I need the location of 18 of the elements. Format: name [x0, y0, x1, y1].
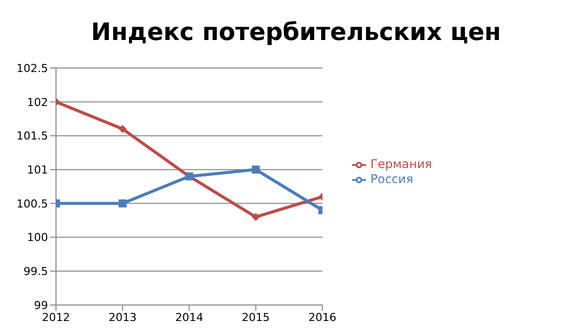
- y-tick-label: 99.5: [24, 265, 48, 278]
- chart-title: Индекс потербительских цен: [90, 18, 502, 46]
- x-tick-label: 2013: [108, 310, 137, 324]
- x-tick-label: 2016: [308, 310, 336, 324]
- legend-label: Россия: [370, 172, 414, 186]
- y-tick-label: 100: [27, 231, 48, 244]
- x-tick-label: 2012: [42, 310, 70, 324]
- point: [118, 199, 127, 208]
- y-tick-label: 102: [27, 96, 48, 109]
- y-tick-label: 102.5: [16, 62, 48, 75]
- point: [252, 166, 260, 174]
- y-tick-label: 101.5: [16, 130, 48, 143]
- x-tick-label: 2014: [175, 310, 204, 324]
- x-tick-label: 2015: [242, 310, 270, 324]
- y-tick-label: 100.5: [16, 197, 48, 210]
- y-tick-label: 101: [27, 163, 48, 176]
- y-tick-label: 99: [34, 298, 48, 312]
- legend-label: Германия: [370, 157, 432, 172]
